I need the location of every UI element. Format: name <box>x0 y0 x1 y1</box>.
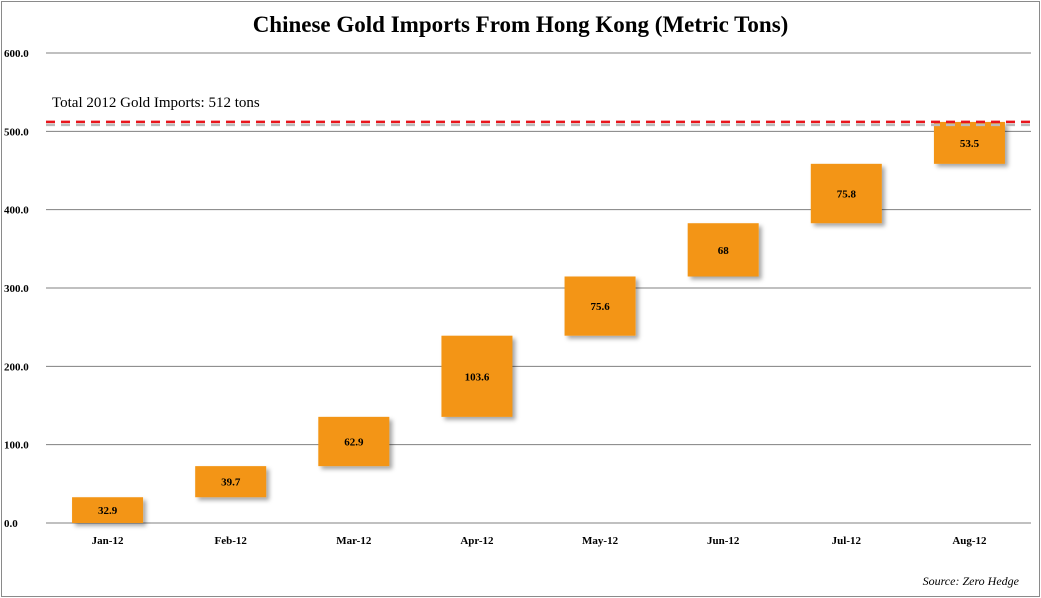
bar <box>933 121 1005 164</box>
x-tick-label: Apr-12 <box>460 535 494 547</box>
data-label: 39.7 <box>221 477 241 489</box>
y-tick-label: 0.0 <box>4 518 18 530</box>
y-tick-label: 200.0 <box>4 361 29 373</box>
x-tick-label: Aug-12 <box>952 535 987 547</box>
data-label: 53.5 <box>960 138 980 150</box>
bar <box>195 466 267 498</box>
y-tick-label: 300.0 <box>4 283 29 295</box>
chart-title: Chinese Gold Imports From Hong Kong (Met… <box>252 12 789 37</box>
x-tick-label: May-12 <box>582 535 619 547</box>
bar <box>318 416 390 467</box>
data-label: 75.8 <box>837 189 857 201</box>
x-tick-label: Jun-12 <box>707 535 740 547</box>
bar <box>441 335 513 417</box>
data-label: 68 <box>718 245 730 257</box>
source-note: Source: Zero Hedge <box>922 574 1019 588</box>
data-label: 75.6 <box>590 301 610 313</box>
bar <box>564 276 636 336</box>
y-tick-label: 600.0 <box>4 48 29 60</box>
x-tick-label: Jul-12 <box>832 535 862 547</box>
y-tick-label: 400.0 <box>4 205 29 217</box>
y-tick-label: 500.0 <box>4 126 29 138</box>
bar <box>72 497 144 523</box>
y-tick-label: 100.0 <box>4 440 29 452</box>
data-label: 32.9 <box>98 505 118 517</box>
x-tick-label: Feb-12 <box>214 535 247 547</box>
x-tick-label: Mar-12 <box>336 535 372 547</box>
data-label: 62.9 <box>344 436 364 448</box>
bar <box>687 223 759 277</box>
data-label: 103.6 <box>465 371 490 383</box>
reference-line-label: Total 2012 Gold Imports: 512 tons <box>52 95 260 111</box>
bar <box>810 163 882 224</box>
x-tick-label: Jan-12 <box>92 535 124 547</box>
